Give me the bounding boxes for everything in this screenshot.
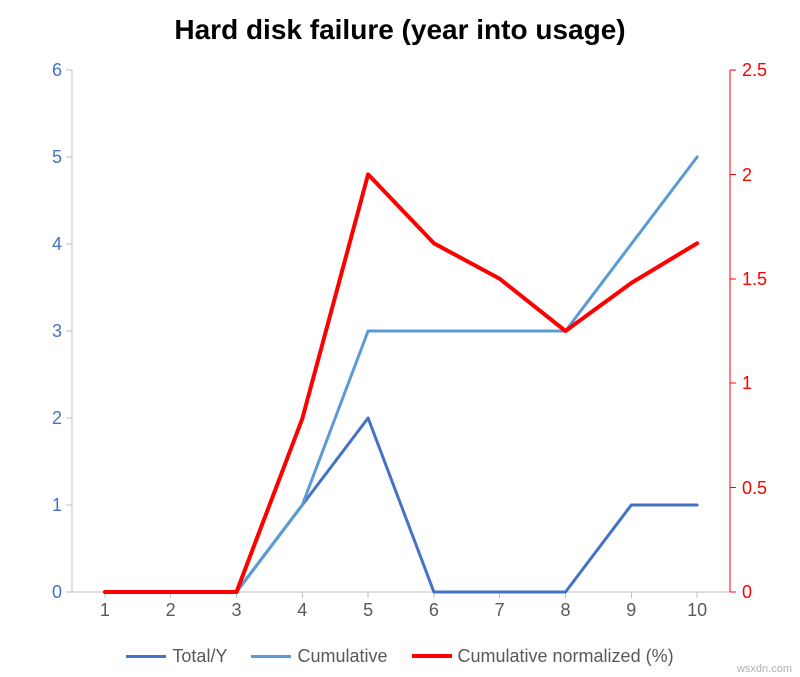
series-line — [105, 418, 697, 592]
legend-swatch — [251, 655, 291, 658]
x-tick-label: 3 — [217, 600, 257, 621]
x-tick-label: 7 — [480, 600, 520, 621]
y-left-tick-label: 6 — [32, 60, 62, 81]
legend-swatch — [412, 654, 452, 658]
x-tick-label: 4 — [282, 600, 322, 621]
x-tick-label: 8 — [546, 600, 586, 621]
x-tick-label: 9 — [611, 600, 651, 621]
watermark-text: wsxdn.com — [737, 663, 792, 675]
x-tick-label: 10 — [677, 600, 717, 621]
y-left-tick-label: 4 — [32, 234, 62, 255]
legend: Total/Y Cumulative Cumulative normalized (… — [0, 642, 800, 667]
legend-item: Cumulative — [251, 646, 387, 667]
y-right-tick-label: 0 — [742, 582, 752, 603]
legend-label: Total/Y — [172, 646, 227, 667]
x-tick-label: 1 — [85, 600, 125, 621]
legend-item: Cumulative normalized (%) — [412, 646, 674, 667]
plot-area: 0123456 00.511.522.5 12345678910 — [72, 70, 730, 592]
x-tick-label: 2 — [151, 600, 191, 621]
legend-swatch — [126, 655, 166, 658]
chart-root: Hard disk failure (year into usage) 0123… — [0, 0, 800, 677]
series-line — [105, 174, 697, 592]
y-left-tick-label: 1 — [32, 495, 62, 516]
chart-title-text: Hard disk failure (year into usage) — [174, 14, 625, 45]
y-left-tick-label: 3 — [32, 321, 62, 342]
plot-svg — [72, 70, 730, 592]
watermark: wsxdn.com — [737, 663, 792, 675]
chart-title: Hard disk failure (year into usage) — [0, 14, 800, 46]
x-tick-label: 5 — [348, 600, 388, 621]
y-left-tick-label: 2 — [32, 408, 62, 429]
y-right-tick-label: 2 — [742, 165, 752, 186]
y-left-tick-label: 0 — [32, 582, 62, 603]
y-right-tick-label: 1 — [742, 373, 752, 394]
series-line — [105, 157, 697, 592]
x-tick-label: 6 — [414, 600, 454, 621]
y-right-tick-label: 0.5 — [742, 478, 767, 499]
legend-item: Total/Y — [126, 646, 227, 667]
y-right-tick-label: 2.5 — [742, 60, 767, 81]
legend-label: Cumulative — [297, 646, 387, 667]
y-left-tick-label: 5 — [32, 147, 62, 168]
y-right-tick-label: 1.5 — [742, 269, 767, 290]
legend-label: Cumulative normalized (%) — [458, 646, 674, 667]
